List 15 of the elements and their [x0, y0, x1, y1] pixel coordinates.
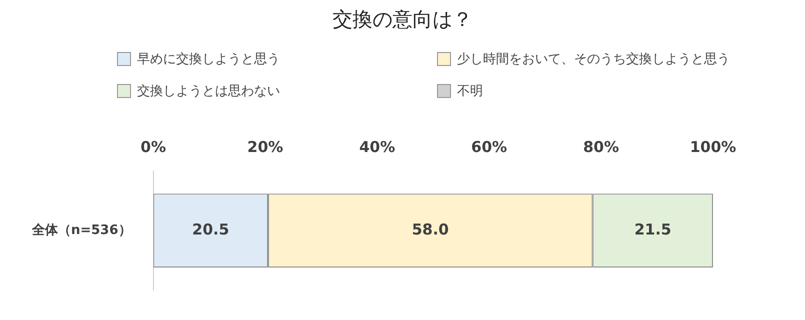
x-tick-label: 80% — [583, 138, 620, 156]
legend-label: 不明 — [457, 83, 483, 100]
legend-label: 交換しようとは思わない — [137, 83, 280, 100]
legend-label: 少し時間をおいて、そのうち交換しようと思う — [457, 51, 730, 68]
x-tick-label: 0% — [140, 138, 166, 156]
y-tick-label: 全体（n=536） — [30, 222, 132, 238]
x-tick-label: 20% — [247, 138, 284, 156]
data-label: 20.5 — [192, 220, 230, 238]
data-label: 58.0 — [412, 220, 449, 238]
chart-title: 交換の意向は？ — [332, 6, 474, 33]
x-tick-label: 100% — [690, 138, 736, 156]
x-tick-label: 60% — [471, 138, 508, 156]
legend-label: 早めに交換しようと思う — [137, 51, 280, 68]
x-tick-label: 40% — [359, 138, 396, 156]
data-label: 21.5 — [634, 220, 672, 238]
